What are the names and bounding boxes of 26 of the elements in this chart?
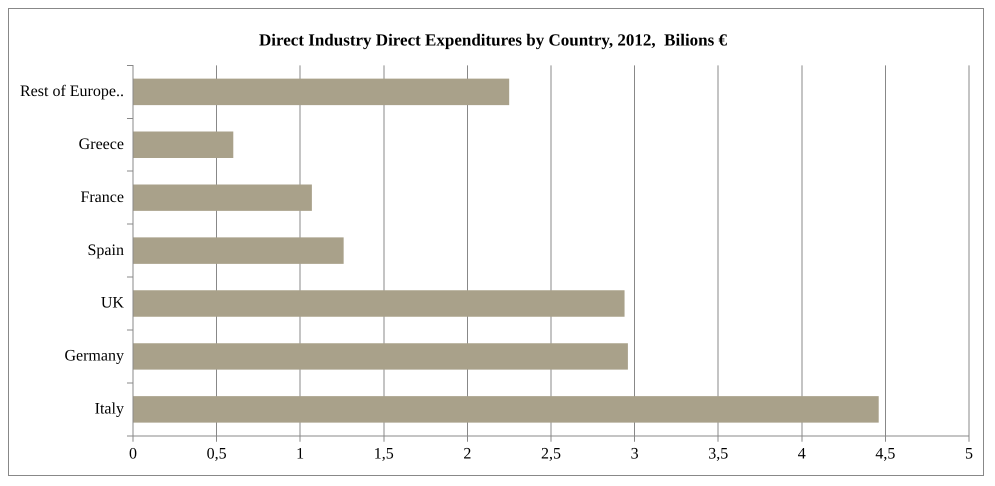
bar: [133, 343, 628, 370]
x-tick-label: 2: [463, 446, 472, 463]
bar: [133, 132, 234, 158]
x-tick-label: 1,5: [374, 446, 394, 463]
x-tick-label: 2,5: [540, 446, 561, 463]
x-tick-label: 0: [128, 446, 137, 463]
bar: [133, 184, 312, 211]
y-tick-label: Spain: [88, 242, 124, 259]
bar: [133, 237, 344, 264]
x-tick-label: 5: [965, 446, 973, 463]
y-tick-label: UK: [100, 294, 124, 312]
x-tick-label: 4,5: [875, 446, 896, 463]
y-tick-label: Rest of Europe..: [20, 83, 124, 100]
chart-title: Direct Industry Direct Expenditures by Country, 2012, Bilions €: [258, 30, 728, 50]
y-tick-label: Greece: [78, 136, 124, 153]
y-tick-label: Italy: [94, 400, 124, 418]
x-tick-label: 3,5: [708, 446, 728, 463]
bar: [133, 396, 879, 423]
bar: [133, 290, 625, 317]
y-tick-label: France: [80, 188, 124, 206]
x-tick-label: 3: [630, 446, 639, 463]
bar: [133, 78, 510, 106]
x-tick-label: 0,5: [206, 446, 227, 463]
x-tick-label: 1: [296, 446, 304, 463]
x-tick-label: 4: [798, 446, 806, 463]
y-tick-label: Germany: [64, 348, 124, 365]
